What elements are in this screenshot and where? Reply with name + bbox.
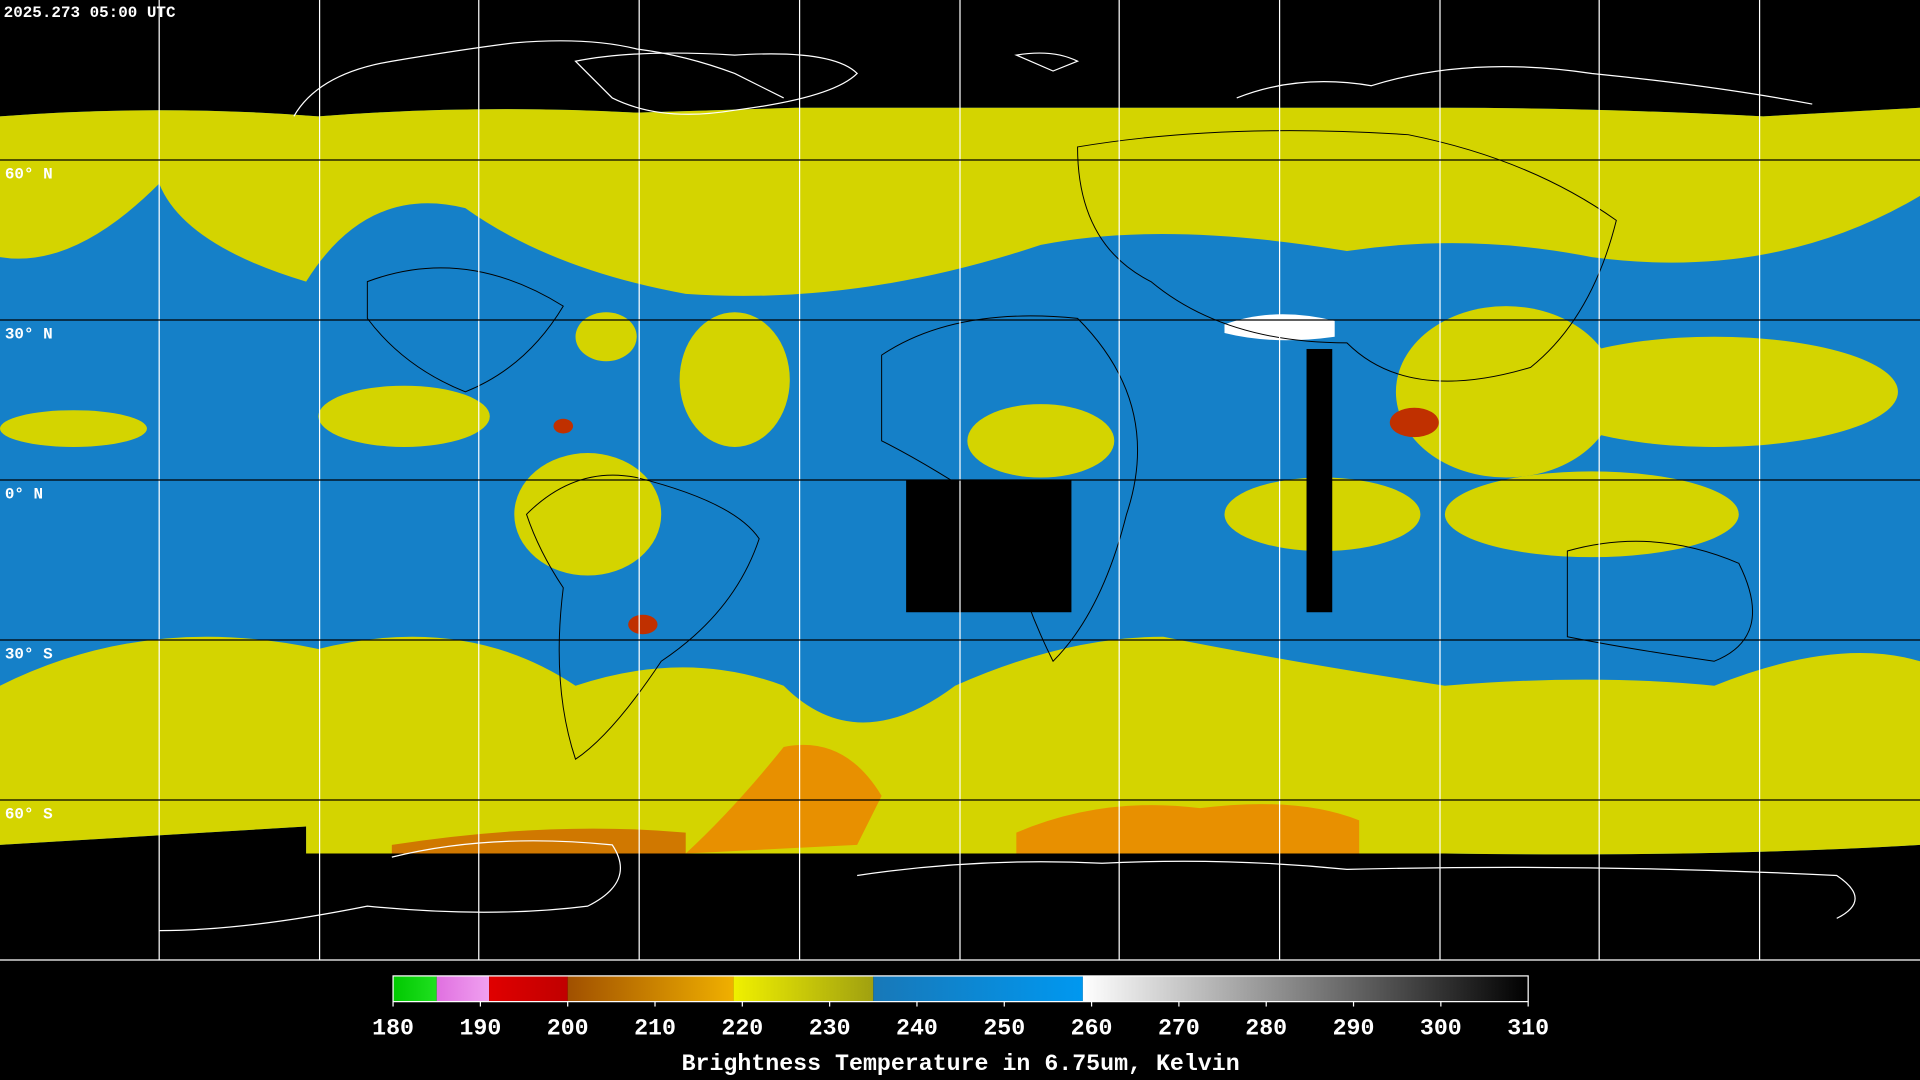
convective-cloud bbox=[0, 410, 147, 447]
coastline bbox=[1077, 130, 1617, 382]
coastline bbox=[1566, 540, 1753, 662]
missing-data bbox=[906, 480, 1072, 613]
coastline bbox=[293, 40, 784, 117]
coastline bbox=[159, 840, 621, 932]
colorbar-tick-label: 290 bbox=[1333, 1016, 1375, 1042]
colorbar-segment bbox=[1082, 975, 1529, 1002]
graticule bbox=[158, 0, 1761, 960]
colorbar-tick-label: 270 bbox=[1158, 1016, 1200, 1042]
colorbar-segment bbox=[489, 975, 568, 1002]
colorbar-tick-label: 200 bbox=[547, 1016, 589, 1042]
cold-cloud bbox=[553, 418, 574, 434]
colorbar-tick-label: 310 bbox=[1507, 1016, 1549, 1042]
convective-cloud bbox=[1395, 306, 1617, 478]
coastline bbox=[1236, 66, 1813, 105]
coastlines bbox=[159, 40, 1856, 932]
cold-cloud bbox=[1389, 407, 1439, 438]
colorbar-tick-label: 220 bbox=[721, 1016, 763, 1042]
colorbar-border bbox=[392, 975, 1529, 1003]
colorbar-tick-label: 250 bbox=[983, 1016, 1025, 1042]
colorbar-tick-label: 230 bbox=[809, 1016, 851, 1042]
coastline bbox=[857, 860, 1856, 919]
convective-cloud bbox=[1444, 471, 1739, 558]
convective-cloud bbox=[967, 404, 1115, 478]
coastline bbox=[366, 267, 564, 393]
convective-cloud bbox=[575, 312, 637, 362]
cold-cloud bbox=[685, 744, 882, 854]
colorbar-tick-label: 210 bbox=[634, 1016, 676, 1042]
cold-cloud bbox=[1016, 804, 1360, 854]
colorbar-tick-label: 280 bbox=[1245, 1016, 1287, 1042]
colorbar-segment bbox=[733, 975, 874, 1002]
timestamp: 2025.273 05:00 UTC bbox=[4, 4, 176, 22]
colorbar-tick-label: 180 bbox=[372, 1016, 414, 1042]
convective-cloud bbox=[318, 385, 490, 447]
latitude-label: 30° N bbox=[5, 325, 53, 343]
colorbar-tick-label: 190 bbox=[459, 1016, 501, 1042]
colorbar-title: Brightness Temperature in 6.75um, Kelvin bbox=[682, 1051, 1240, 1077]
colorbar-segment bbox=[393, 975, 437, 1002]
colorbar-tick-label: 260 bbox=[1071, 1016, 1113, 1042]
cold-cloud bbox=[628, 614, 658, 635]
coastline bbox=[525, 474, 760, 760]
latitude-label: 60° S bbox=[5, 805, 53, 823]
latitude-label: 0° N bbox=[5, 485, 43, 503]
coastline bbox=[1014, 52, 1080, 72]
colorbar-tick-label: 240 bbox=[896, 1016, 938, 1042]
convective-cloud bbox=[514, 453, 662, 576]
colorbar-tick-label: 300 bbox=[1420, 1016, 1462, 1042]
colorbar-segment bbox=[567, 975, 734, 1002]
colorbar-segment bbox=[436, 975, 490, 1002]
latitude-label: 30° S bbox=[5, 645, 53, 663]
latitude-label: 60° N bbox=[5, 165, 53, 183]
coastline bbox=[574, 52, 859, 115]
coastline bbox=[881, 315, 1139, 663]
convective-cloud bbox=[1530, 336, 1898, 447]
colorbar: 180 190 200 210 220 230 240 250 260 270 280 290 300 3… bbox=[372, 975, 1549, 1077]
convective-cloud bbox=[679, 312, 790, 447]
colorbar-segment bbox=[873, 975, 1083, 1002]
